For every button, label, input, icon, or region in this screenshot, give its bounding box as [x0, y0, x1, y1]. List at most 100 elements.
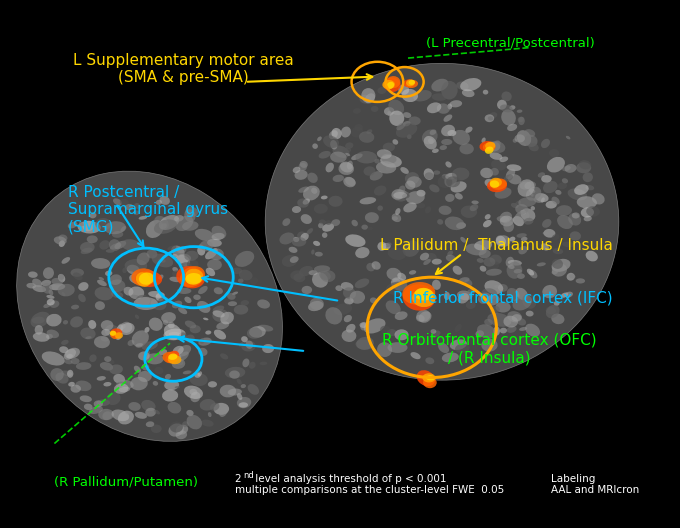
- Ellipse shape: [345, 153, 350, 156]
- Ellipse shape: [507, 164, 522, 171]
- Ellipse shape: [403, 202, 417, 212]
- Ellipse shape: [160, 223, 167, 230]
- Ellipse shape: [231, 268, 242, 274]
- Ellipse shape: [388, 111, 392, 117]
- Ellipse shape: [496, 235, 511, 247]
- Ellipse shape: [228, 389, 242, 395]
- Ellipse shape: [538, 172, 545, 177]
- Ellipse shape: [377, 149, 392, 159]
- Ellipse shape: [343, 177, 356, 187]
- Ellipse shape: [407, 134, 411, 139]
- Ellipse shape: [431, 331, 441, 337]
- Ellipse shape: [517, 318, 526, 326]
- Ellipse shape: [190, 325, 201, 333]
- Ellipse shape: [80, 242, 95, 253]
- Ellipse shape: [449, 100, 462, 107]
- Ellipse shape: [397, 272, 406, 280]
- Ellipse shape: [63, 320, 68, 325]
- Ellipse shape: [564, 291, 573, 298]
- Ellipse shape: [190, 392, 201, 402]
- Text: R Orbitofrontal cortex (OFC)
/ (R Insula): R Orbitofrontal cortex (OFC) / (R Insula…: [382, 333, 597, 365]
- Ellipse shape: [360, 322, 368, 331]
- Ellipse shape: [209, 248, 224, 260]
- Ellipse shape: [239, 270, 252, 280]
- Ellipse shape: [156, 293, 165, 301]
- Ellipse shape: [242, 359, 250, 367]
- Ellipse shape: [547, 157, 565, 173]
- Ellipse shape: [212, 248, 218, 253]
- Ellipse shape: [456, 81, 469, 90]
- Ellipse shape: [551, 234, 560, 240]
- Ellipse shape: [500, 328, 507, 334]
- Ellipse shape: [486, 269, 502, 276]
- Ellipse shape: [132, 331, 149, 347]
- Ellipse shape: [417, 370, 435, 386]
- Ellipse shape: [568, 213, 581, 225]
- Ellipse shape: [241, 341, 256, 352]
- Ellipse shape: [89, 406, 103, 414]
- Ellipse shape: [167, 246, 176, 250]
- Ellipse shape: [365, 212, 379, 223]
- Ellipse shape: [290, 256, 299, 263]
- Ellipse shape: [46, 329, 59, 338]
- Ellipse shape: [508, 174, 522, 184]
- Ellipse shape: [442, 174, 449, 180]
- Ellipse shape: [445, 173, 456, 180]
- Ellipse shape: [493, 140, 500, 147]
- Ellipse shape: [241, 300, 249, 306]
- Text: nd: nd: [243, 472, 254, 480]
- Ellipse shape: [486, 142, 495, 149]
- Ellipse shape: [174, 215, 184, 222]
- Ellipse shape: [409, 80, 415, 85]
- Ellipse shape: [154, 219, 177, 234]
- Ellipse shape: [213, 306, 224, 313]
- Ellipse shape: [452, 167, 469, 181]
- Ellipse shape: [422, 373, 435, 382]
- Ellipse shape: [279, 232, 294, 244]
- Ellipse shape: [380, 326, 390, 334]
- Ellipse shape: [199, 244, 205, 248]
- Ellipse shape: [41, 280, 51, 286]
- Ellipse shape: [497, 100, 507, 110]
- Ellipse shape: [158, 275, 163, 280]
- Ellipse shape: [94, 336, 110, 348]
- Ellipse shape: [437, 219, 443, 224]
- Ellipse shape: [367, 263, 375, 271]
- Ellipse shape: [402, 193, 409, 199]
- Ellipse shape: [211, 233, 224, 240]
- Ellipse shape: [218, 390, 226, 394]
- Ellipse shape: [32, 317, 45, 324]
- Ellipse shape: [158, 258, 166, 262]
- Ellipse shape: [566, 136, 571, 139]
- Ellipse shape: [135, 315, 139, 319]
- Ellipse shape: [430, 329, 437, 334]
- Ellipse shape: [513, 269, 522, 274]
- Ellipse shape: [116, 382, 131, 390]
- Ellipse shape: [490, 168, 499, 175]
- Ellipse shape: [110, 328, 122, 337]
- Ellipse shape: [152, 254, 173, 267]
- Ellipse shape: [167, 402, 181, 413]
- Ellipse shape: [542, 219, 551, 228]
- Ellipse shape: [330, 152, 347, 163]
- Ellipse shape: [214, 403, 229, 415]
- Ellipse shape: [144, 327, 150, 333]
- Ellipse shape: [424, 168, 434, 180]
- Ellipse shape: [136, 295, 150, 306]
- Ellipse shape: [451, 181, 466, 193]
- Ellipse shape: [344, 297, 354, 305]
- Ellipse shape: [455, 344, 470, 353]
- Text: Labeling: Labeling: [551, 474, 595, 484]
- Ellipse shape: [498, 284, 508, 291]
- Ellipse shape: [87, 235, 98, 243]
- Ellipse shape: [105, 325, 119, 337]
- Text: R Postcentral /
Supramarginal gyrus
(SMG): R Postcentral / Supramarginal gyrus (SMG…: [68, 185, 228, 234]
- Ellipse shape: [120, 199, 129, 205]
- Ellipse shape: [260, 362, 267, 365]
- Text: R Inferior frontal cortex (IFC): R Inferior frontal cortex (IFC): [394, 290, 613, 305]
- Ellipse shape: [262, 344, 274, 353]
- Ellipse shape: [70, 316, 83, 327]
- Ellipse shape: [141, 400, 156, 411]
- Ellipse shape: [97, 376, 106, 381]
- Ellipse shape: [250, 277, 258, 284]
